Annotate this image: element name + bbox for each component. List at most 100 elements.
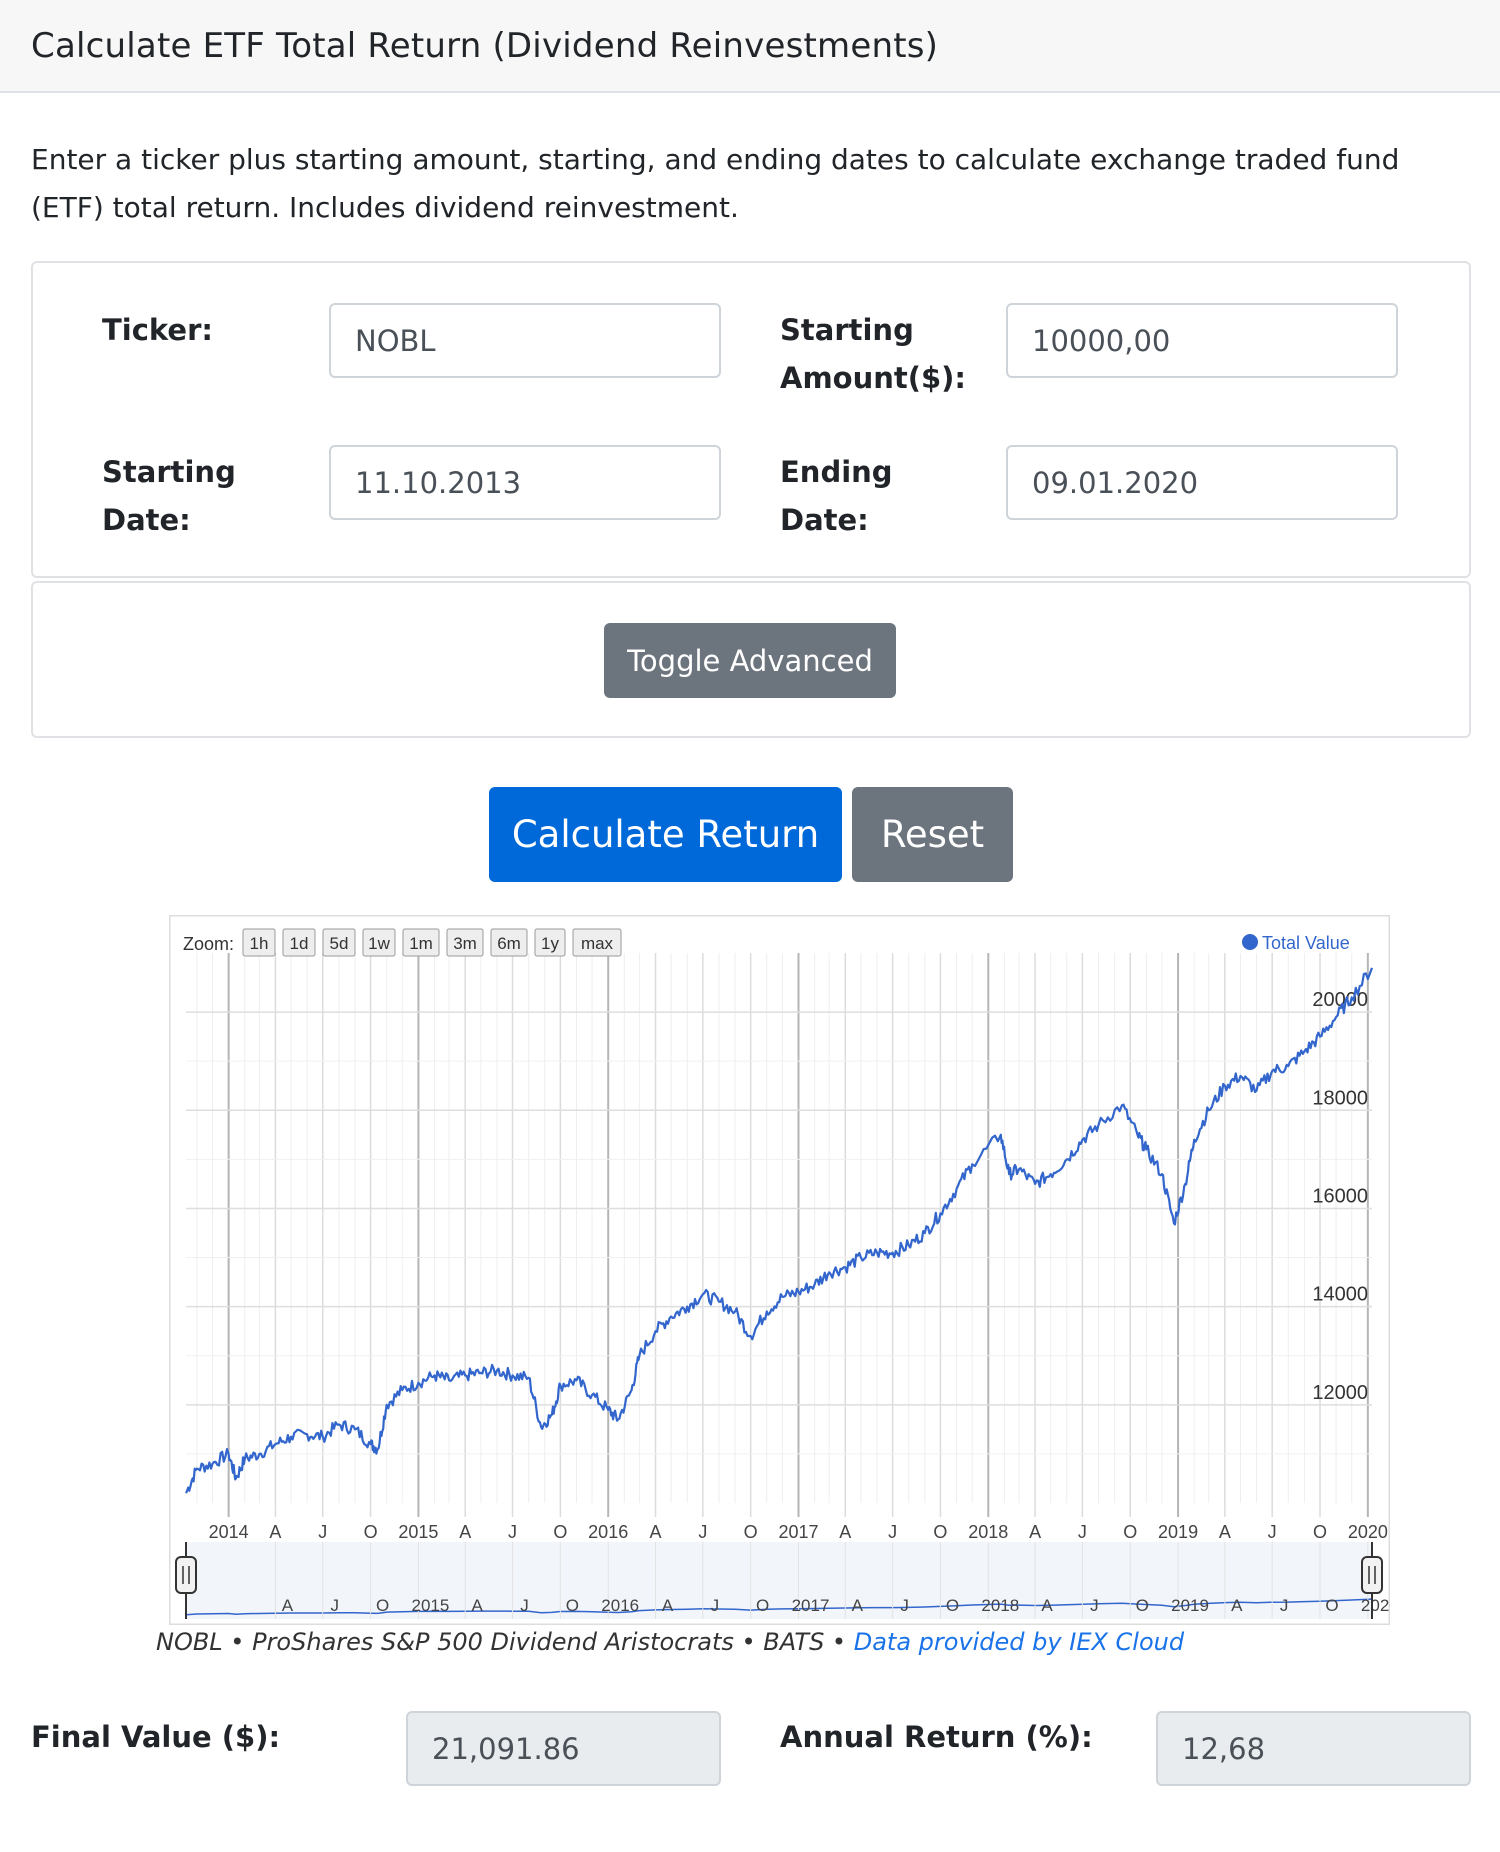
zoom-button-label: 1w: [368, 934, 390, 953]
zoom-button-label: 1h: [250, 934, 269, 953]
x-tick-label: J: [698, 1522, 707, 1542]
x-tick-label: O: [553, 1522, 567, 1542]
legend-label: Total Value: [1262, 933, 1350, 953]
data-source-link[interactable]: Data provided by IEX Cloud: [853, 1628, 1185, 1656]
navigator-right-handle[interactable]: [1361, 1556, 1383, 1594]
x-tick-label: J: [318, 1522, 327, 1542]
navigator-tick-label: J: [330, 1596, 339, 1615]
navigator-tick-label: O: [1136, 1596, 1149, 1615]
x-tick-label: J: [508, 1522, 517, 1542]
x-tick-label: 2015: [398, 1522, 438, 1542]
navigator-tick-label: J: [1280, 1596, 1289, 1615]
legend-marker: [1242, 934, 1258, 950]
zoom-button-1m[interactable]: [402, 928, 440, 957]
zoom-button-3m[interactable]: [446, 928, 484, 957]
navigator-tick-label: J: [520, 1596, 529, 1615]
navigator-tick-label: A: [472, 1596, 484, 1615]
navigator-tick-label: 2019: [1171, 1596, 1209, 1615]
zoom-label: Zoom:: [183, 934, 234, 954]
zoom-button-1w[interactable]: [362, 928, 396, 957]
zoom-button-5d[interactable]: [322, 928, 356, 957]
toggle-advanced-button[interactable]: Toggle Advanced: [604, 623, 896, 698]
x-tick-label: O: [744, 1522, 758, 1542]
final-value-label: Final Value ($):: [31, 1720, 281, 1754]
navigator-tick-label: A: [852, 1596, 864, 1615]
zoom-button-label: 1d: [290, 934, 309, 953]
zoom-button-label: 6m: [497, 934, 521, 953]
caption-text: NOBL • ProShares S&P 500 Dividend Aristo…: [156, 1628, 854, 1656]
chart-frame: [169, 915, 1390, 1625]
x-tick-label: 2016: [588, 1522, 628, 1542]
navigator-tick-label: O: [946, 1596, 959, 1615]
navigator-tick-label: J: [900, 1596, 909, 1615]
ticker-label: Ticker:: [102, 313, 213, 347]
x-tick-label: J: [888, 1522, 897, 1542]
amount-label: Starting Amount($):: [780, 306, 966, 402]
navigator-tick-label: 2016: [601, 1596, 639, 1615]
total-value-chart[interactable]: 2014 A J O 2015 A J O 2016 A J O 2017 A J O 2018 A J O 2019 A…: [169, 915, 1390, 1625]
end-date-label-line2: Date:: [780, 503, 869, 537]
navigator-tick-label: A: [282, 1596, 294, 1615]
x-tick-label: 2019: [1158, 1522, 1198, 1542]
zoom-button-label: max: [581, 934, 614, 953]
navigator-tick-label: O: [756, 1596, 769, 1615]
final-value-output: [406, 1711, 721, 1786]
annual-return-label: Annual Return (%):: [780, 1720, 1093, 1754]
zoom-button-1h[interactable]: [242, 928, 276, 957]
x-tick-label: A: [1219, 1522, 1231, 1542]
navigator-tick-label: A: [662, 1596, 674, 1615]
chart-caption: NOBL • ProShares S&P 500 Dividend Aristo…: [0, 1628, 1500, 1656]
x-tick-label: O: [933, 1522, 947, 1542]
zoom-button-label: 5d: [330, 934, 349, 953]
navigator-tick-label: 2018: [981, 1596, 1019, 1615]
zoom-button-label: 1y: [541, 934, 559, 953]
x-tick-label: 2020: [1348, 1522, 1388, 1542]
navigator-tick-label: O: [566, 1596, 579, 1615]
zoom-button-label: 3m: [453, 934, 477, 953]
card-header: Calculate ETF Total Return (Dividend Rei…: [0, 0, 1500, 93]
navigator-tick-label: A: [1231, 1596, 1243, 1615]
navigator-tick-label: 2017: [792, 1596, 830, 1615]
amount-input[interactable]: [1006, 303, 1398, 378]
end-date-input[interactable]: [1006, 445, 1398, 520]
ticker-input[interactable]: [329, 303, 721, 378]
navigator-tick-label: 2020: [1361, 1596, 1390, 1615]
amount-label-line1: Starting: [780, 313, 914, 347]
zoom-button-6m[interactable]: [490, 928, 528, 957]
zoom-button-max[interactable]: [572, 928, 622, 957]
end-date-label: Ending Date:: [780, 448, 893, 544]
annual-return-output: [1156, 1711, 1471, 1786]
navigator-left-handle[interactable]: [175, 1556, 197, 1594]
x-tick-label: 2014: [209, 1522, 249, 1542]
x-tick-label: A: [459, 1522, 471, 1542]
start-date-input[interactable]: [329, 445, 721, 520]
x-tick-label: O: [1313, 1522, 1327, 1542]
total-value-series-line: [185, 967, 1374, 1494]
x-tick-label: A: [1029, 1522, 1041, 1542]
navigator-tick-label: 2015: [412, 1596, 450, 1615]
navigator-tick-label: O: [1325, 1596, 1338, 1615]
x-tick-label: J: [1078, 1522, 1087, 1542]
y-tick-label: 18000: [1312, 1087, 1368, 1109]
navigator-tick-label: J: [1090, 1596, 1099, 1615]
x-tick-label: A: [839, 1522, 851, 1542]
navigator-tick-label: J: [711, 1596, 720, 1615]
intro-text: Enter a ticker plus starting amount, sta…: [31, 143, 1400, 224]
calculate-return-button[interactable]: Calculate Return: [489, 787, 842, 882]
zoom-button-label: 1m: [409, 934, 433, 953]
y-tick-label: 12000: [1312, 1382, 1368, 1404]
x-tick-label: O: [1123, 1522, 1137, 1542]
zoom-button-1d[interactable]: [282, 928, 316, 957]
zoom-button-1y[interactable]: [534, 928, 566, 957]
x-tick-label: A: [269, 1522, 281, 1542]
x-tick-label: J: [1268, 1522, 1277, 1542]
page-title: Calculate ETF Total Return (Dividend Rei…: [31, 26, 939, 66]
x-tick-label: A: [650, 1522, 662, 1542]
navigator-tick-label: O: [376, 1596, 389, 1615]
start-date-label-line2: Date:: [102, 503, 191, 537]
reset-button[interactable]: Reset: [852, 787, 1013, 882]
start-date-label-line1: Starting: [102, 455, 236, 489]
navigator-tick-label: A: [1041, 1596, 1053, 1615]
start-date-label: Starting Date:: [102, 448, 236, 544]
y-tick-label: 16000: [1312, 1185, 1368, 1207]
